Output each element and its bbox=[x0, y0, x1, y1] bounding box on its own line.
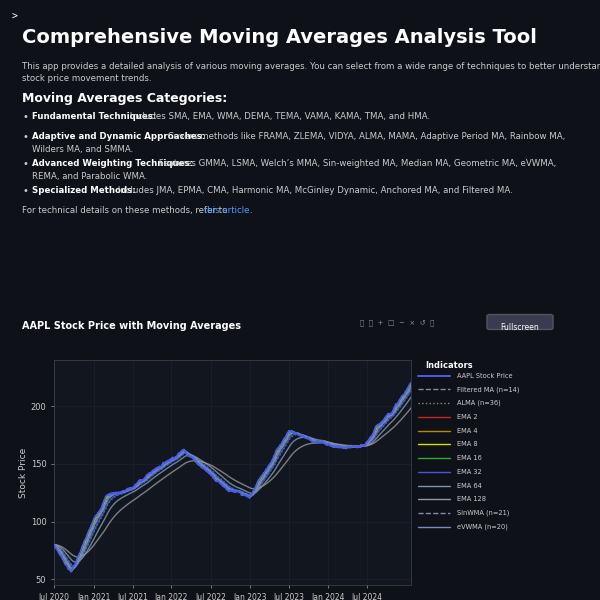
Text: EMA 8: EMA 8 bbox=[457, 442, 478, 448]
Text: REMA, and Parabolic WMA.: REMA, and Parabolic WMA. bbox=[32, 172, 148, 181]
Text: SinWMA (n=21): SinWMA (n=21) bbox=[457, 510, 509, 517]
Text: EMA 64: EMA 64 bbox=[457, 482, 482, 488]
Text: Fullscreen: Fullscreen bbox=[500, 323, 539, 332]
Text: .: . bbox=[249, 206, 251, 215]
Text: EMA 2: EMA 2 bbox=[457, 414, 478, 420]
Text: Features GMMA, LSMA, Welch’s MMA, Sin-weighted MA, Median MA, Geometric MA, eVWM: Features GMMA, LSMA, Welch’s MMA, Sin-we… bbox=[157, 159, 557, 168]
Text: Specialized Methods:: Specialized Methods: bbox=[32, 186, 136, 195]
Text: EMA 32: EMA 32 bbox=[457, 469, 482, 475]
Text: This app provides a detailed analysis of various moving averages. You can select: This app provides a detailed analysis of… bbox=[22, 62, 600, 71]
Text: Adaptive and Dynamic Approaches:: Adaptive and Dynamic Approaches: bbox=[32, 132, 205, 141]
Text: Covers methods like FRAMA, ZLEMA, VIDYA, ALMA, MAMA, Adaptive Period MA, Rainbow: Covers methods like FRAMA, ZLEMA, VIDYA,… bbox=[165, 132, 565, 141]
Text: Indicators: Indicators bbox=[425, 361, 473, 370]
Text: Comprehensive Moving Averages Analysis Tool: Comprehensive Moving Averages Analysis T… bbox=[22, 28, 537, 47]
Text: eVWMA (n=20): eVWMA (n=20) bbox=[457, 524, 508, 530]
Text: AAPL Stock Price with Moving Averages: AAPL Stock Price with Moving Averages bbox=[22, 321, 241, 331]
Text: Filtered MA (n=14): Filtered MA (n=14) bbox=[457, 386, 520, 392]
Text: Wilders MA, and SMMA.: Wilders MA, and SMMA. bbox=[32, 145, 133, 154]
Text: EMA 128: EMA 128 bbox=[457, 496, 486, 502]
Text: •: • bbox=[22, 186, 28, 196]
Text: ALMA (n=36): ALMA (n=36) bbox=[457, 400, 501, 406]
Text: Fundamental Techniques:: Fundamental Techniques: bbox=[32, 112, 157, 121]
Text: Includes SMA, EMA, WMA, DEMA, TEMA, VAMA, KAMA, TMA, and HMA.: Includes SMA, EMA, WMA, DEMA, TEMA, VAMA… bbox=[127, 112, 431, 121]
Y-axis label: Stock Price: Stock Price bbox=[19, 448, 28, 497]
Text: For technical details on these methods, refer to: For technical details on these methods, … bbox=[22, 206, 230, 215]
Text: •: • bbox=[22, 159, 28, 169]
Text: AAPL Stock Price: AAPL Stock Price bbox=[457, 373, 512, 379]
Text: •: • bbox=[22, 112, 28, 122]
FancyBboxPatch shape bbox=[487, 314, 553, 329]
Text: EMA 4: EMA 4 bbox=[457, 428, 478, 434]
Text: •: • bbox=[22, 132, 28, 142]
Text: Advanced Weighting Techniques:: Advanced Weighting Techniques: bbox=[32, 159, 193, 168]
Text: 📷  🔍  +  □  −  ×  ↺  ⤢: 📷 🔍 + □ − × ↺ ⤢ bbox=[360, 319, 434, 326]
Text: Includes JMA, EPMA, CMA, Harmonic MA, McGinley Dynamic, Anchored MA, and Filtere: Includes JMA, EPMA, CMA, Harmonic MA, Mc… bbox=[115, 186, 513, 195]
Text: EMA 16: EMA 16 bbox=[457, 455, 482, 461]
Text: >: > bbox=[12, 12, 18, 22]
Text: Moving Averages Categories:: Moving Averages Categories: bbox=[22, 92, 227, 105]
Text: stock price movement trends.: stock price movement trends. bbox=[22, 74, 151, 83]
Text: this article: this article bbox=[204, 206, 250, 215]
